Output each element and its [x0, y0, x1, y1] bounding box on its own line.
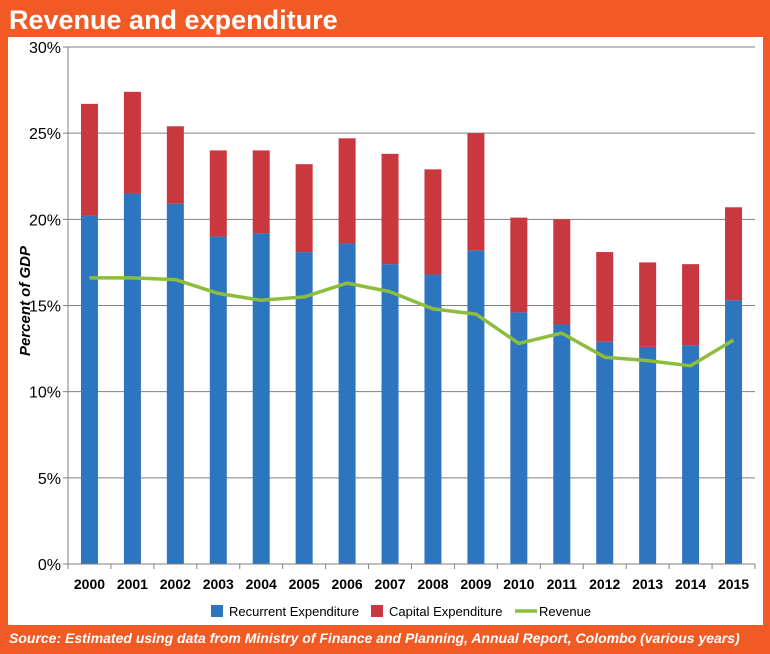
bar-recurrent-2002: [166, 203, 184, 564]
bar-capital-2012: [596, 252, 614, 342]
bar-recurrent-2009: [467, 250, 485, 564]
y-axis-label: Percent of GDP: [17, 245, 34, 356]
chart-svg: 0% 5% 10% 15% 20% 25% 30% 2000 2001 2002 2003 2004…: [17, 40, 756, 619]
x-tick-label: 2001: [117, 576, 148, 592]
bar-recurrent-2001: [123, 193, 141, 564]
x-tick-label: 2007: [374, 576, 405, 592]
legend-label-capital: Capital Expenditure: [389, 604, 502, 619]
y-tick-label: 10%: [29, 385, 61, 402]
bar-capital-2003: [209, 150, 227, 237]
bar-recurrent-2008: [424, 274, 442, 564]
x-tick-label: 2015: [718, 576, 749, 592]
x-tick-label: 2013: [632, 576, 663, 592]
bar-capital-2002: [166, 126, 184, 204]
bar-recurrent-2011: [553, 324, 571, 564]
bar-capital-2000: [80, 103, 98, 216]
legend: Recurrent Expenditure Capital Expenditure…: [211, 604, 591, 619]
x-tick-label: 2003: [203, 576, 234, 592]
bar-recurrent-2015: [725, 300, 743, 564]
legend-label-revenue: Revenue: [539, 604, 591, 619]
y-tick-label: 30%: [29, 40, 61, 57]
x-tick-label: 2000: [74, 576, 105, 592]
bars-layer: [80, 91, 743, 565]
x-tick-label: 2014: [675, 576, 706, 592]
x-tick-label: 2008: [417, 576, 448, 592]
y-tick-label: 5%: [38, 471, 61, 488]
bar-recurrent-2010: [510, 312, 528, 564]
legend-swatch-recurrent: [211, 605, 223, 617]
revenue-line: [89, 276, 735, 368]
x-axis: 2000 2001 2002 2003 2004 2005 2006 2007 2008 2009…: [67, 563, 756, 592]
y-tick-label: 20%: [29, 212, 61, 229]
bar-capital-2009: [467, 133, 485, 251]
bar-capital-2005: [295, 164, 313, 253]
y-tick-label: 25%: [29, 126, 61, 143]
bar-recurrent-2004: [252, 233, 270, 564]
legend-swatch-capital: [371, 605, 383, 617]
bar-capital-2004: [252, 150, 270, 234]
x-tick-label: 2004: [246, 576, 277, 592]
bar-recurrent-2007: [381, 264, 399, 564]
revenue-line-layer: [89, 276, 735, 368]
bar-capital-2015: [725, 207, 743, 301]
x-tick-label: 2009: [460, 576, 491, 592]
x-tick-label: 2010: [503, 576, 534, 592]
bar-recurrent-2012: [596, 341, 614, 564]
bar-capital-2013: [639, 262, 657, 347]
chart-title: Revenue and expenditure: [9, 5, 338, 35]
bar-recurrent-2000: [80, 215, 98, 565]
y-tick-label: 0%: [38, 557, 61, 574]
bar-capital-2011: [553, 219, 571, 325]
x-tick-label: 2006: [332, 576, 363, 592]
bar-capital-2001: [123, 91, 141, 194]
bar-recurrent-2006: [338, 243, 356, 564]
bar-capital-2007: [381, 153, 399, 265]
x-tick-label: 2011: [547, 576, 578, 592]
chart-panel: 0% 5% 10% 15% 20% 25% 30% 2000 2001 2002 2003 2004…: [8, 37, 763, 625]
x-tick-label: 2005: [289, 576, 320, 592]
bar-capital-2006: [338, 138, 356, 244]
source-note: Source: Estimated using data from Minist…: [9, 630, 740, 646]
bar-recurrent-2013: [639, 346, 657, 564]
y-axis: 0% 5% 10% 15% 20% 25% 30%: [29, 40, 69, 574]
x-tick-label: 2002: [160, 576, 191, 592]
bar-recurrent-2005: [295, 252, 313, 564]
bar-recurrent-2014: [682, 345, 700, 564]
bar-capital-2008: [424, 169, 442, 275]
x-tick-label: 2012: [589, 576, 620, 592]
legend-label-recurrent: Recurrent Expenditure: [229, 604, 359, 619]
bar-capital-2014: [682, 264, 700, 346]
bar-capital-2010: [510, 217, 528, 313]
bar-recurrent-2003: [209, 236, 227, 565]
y-tick-label: 15%: [29, 299, 61, 316]
